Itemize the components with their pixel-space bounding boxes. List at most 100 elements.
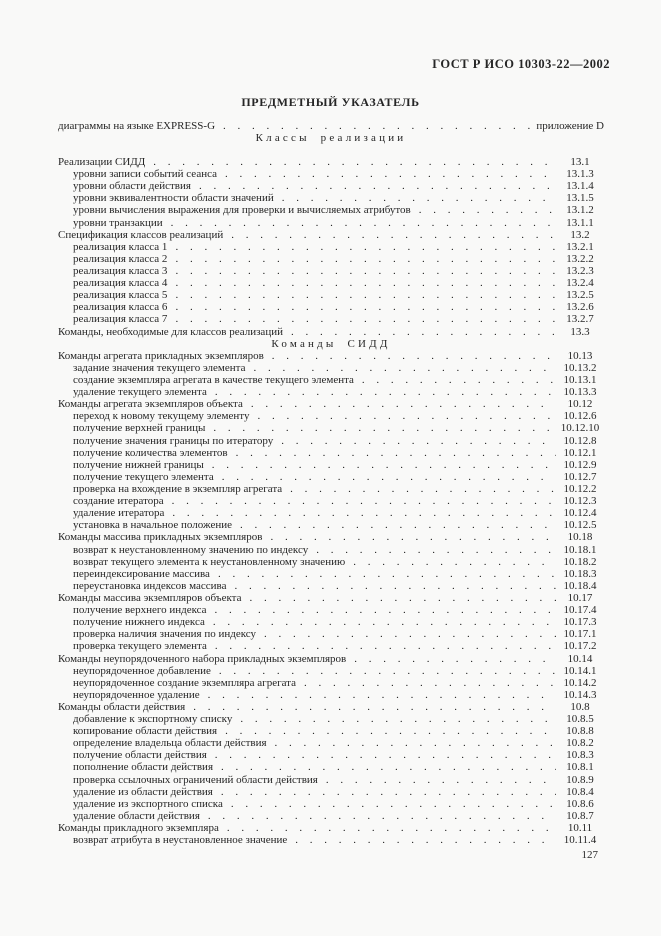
index-entry-label: Команды области действия: [58, 700, 186, 713]
index-entry: создание итератора . . . . . . . . . . .…: [58, 495, 604, 507]
index-entry: проверка ссылочных ограничений области д…: [58, 774, 604, 786]
dot-leader: . . . . . . . . . . . . . . . . . . . . …: [418, 204, 556, 217]
index-entry: создание экземпляра агрегата в качестве …: [58, 374, 604, 386]
index-spacer: [58, 144, 604, 156]
index-entry: реализация класса 2 . . . . . . . . . . …: [58, 253, 604, 265]
index-entry: установка в начальное положение . . . . …: [58, 519, 604, 531]
index-entry-label: получение нижней границы: [73, 458, 204, 471]
index-entry-label: Команды массива экземпляров объекта: [58, 591, 242, 604]
index-entry: удаление из экспортного списка . . . . .…: [58, 798, 604, 810]
index-entry: Команды области действия . . . . . . . .…: [58, 701, 604, 713]
index-entry-ref: 10.13.2: [563, 361, 597, 374]
dot-leader: . . . . . . . . . . . . . . . . . . . . …: [253, 361, 556, 374]
dot-leader: . . . . . . . . . . . . . . . . . . . . …: [257, 410, 556, 423]
dot-leader: . . . . . . . . . . . . . . . . . . . . …: [214, 386, 556, 399]
index-entry-ref: 10.12.10: [560, 422, 600, 435]
dot-leader: . . . . . . . . . . . . . . . . . . . . …: [211, 458, 556, 471]
index-entry: реализация класса 1 . . . . . . . . . . …: [58, 241, 604, 253]
dot-leader: . . . . . . . . . . . . . . . . . . . . …: [175, 265, 556, 277]
index-section-heading: Команды СИДД: [271, 337, 391, 350]
index-entry-label: уровни вычисления выражения для проверки…: [73, 204, 411, 217]
index-entry-label: диаграммы на языке EXPRESS-G: [58, 120, 216, 132]
index-entry-label: реализация класса 7: [73, 313, 168, 326]
index-entry: неупорядоченное создание экземпляра агре…: [58, 677, 604, 689]
index-entry-label: реализация класса 4: [73, 277, 168, 290]
index-entry: переустановка индексов массива . . . . .…: [58, 580, 604, 592]
index-entry: переиндексирование массива . . . . . . .…: [58, 568, 604, 580]
index-entry: получение количества элементов . . . . .…: [58, 447, 604, 459]
index-entry-label: создание итератора: [73, 495, 164, 508]
index-entry-ref: 10.8.6: [566, 797, 594, 810]
index-entry: неупорядоченное удаление . . . . . . . .…: [58, 689, 604, 701]
dot-leader: . . . . . . . . . . . . . . . . . . . . …: [235, 446, 556, 459]
index-entry-label: получение нижнего индекса: [73, 616, 205, 629]
index-entry-ref: 13.2.4: [566, 277, 594, 290]
index-entry-label: пополнение области действия: [73, 761, 214, 774]
index-entry-label: получение верхнего индекса: [73, 604, 207, 617]
dot-leader: . . . . . . . . . . . . . . . . . . . . …: [325, 773, 556, 786]
index-entry: Команды, необходимые для классов реализа…: [58, 326, 604, 338]
index-entry: получение значения границы по итератору …: [58, 435, 604, 447]
dot-leader: . . . . . . . . . . . . . . . . . . . . …: [207, 809, 556, 822]
index-entry-ref: 10.17.1: [563, 628, 597, 641]
dot-leader: . . . . . . . . . . . . . . . . . . . . …: [230, 797, 556, 810]
index-entry: проверка текущего элемента . . . . . . .…: [58, 640, 604, 652]
index-entry-ref: 10.13: [567, 349, 593, 362]
page-title: ПРЕДМЕТНЫЙ УКАЗАТЕЛЬ: [241, 95, 420, 109]
index-entry-ref: 13.1: [570, 156, 590, 169]
index-entry-label: удаление из экспортного списка: [73, 797, 223, 810]
index-entry-ref: 10.11.4: [563, 834, 597, 847]
index-entry-ref: 13.2.6: [566, 301, 594, 314]
index-entry-label: неупорядоченное создание экземпляра агре…: [73, 676, 297, 689]
index-entry-ref: 10.12.8: [563, 434, 597, 447]
index-entry: получение области действия . . . . . . .…: [58, 749, 604, 761]
index-entry: получение верхнего индекса . . . . . . .…: [58, 604, 604, 616]
index-entry-label: возврат атрибута в неустановленное значе…: [73, 834, 288, 847]
index-entry-ref: 13.1.3: [566, 168, 594, 181]
index-entry: Команды агрегата экземпляров объекта . .…: [58, 398, 604, 410]
dot-leader: . . . . . . . . . . . . . . . . . . . . …: [217, 567, 556, 580]
dot-leader: . . . . . . . . . . . . . . . . . . . . …: [240, 713, 556, 726]
index-entry-ref: 10.8.1: [566, 761, 594, 774]
index-entry-ref: 10.18.3: [563, 567, 597, 580]
index-entry-ref: 10.14.1: [563, 664, 597, 677]
index-entry-label: реализация класса 6: [73, 301, 168, 314]
dot-leader: . . . . . . . . . . . . . . . . . . . . …: [212, 616, 556, 629]
index-entry: Спецификация классов реализаций . . . . …: [58, 229, 604, 241]
index-entry-label: реализация класса 3: [73, 265, 168, 277]
dot-leader: . . . . . . . . . . . . . . . . . . . . …: [175, 252, 556, 265]
dot-leader: . . . . . . . . . . . . . . . . . . . . …: [281, 192, 556, 205]
dot-leader: . . . . . . . . . . . . . . . . . . . . …: [249, 591, 556, 604]
index-entry-label: переиндексирование массива: [73, 567, 210, 580]
dot-leader: . . . . . . . . . . . . . . . . . . . . …: [175, 313, 556, 326]
index-entry: уровни записи событий сеанса . . . . . .…: [58, 168, 604, 180]
dot-leader: . . . . . . . . . . . . . . . . . . . . …: [214, 604, 556, 617]
index-entry-ref: 13.2.5: [566, 289, 594, 302]
index-entry: задание значения текущего элемента . . .…: [58, 362, 604, 374]
index-entry-ref: 10.12.4: [563, 507, 597, 520]
dot-leader: . . . . . . . . . . . . . . . . . . . . …: [281, 434, 556, 447]
index-entry-label: уровни эквивалентности области значений: [73, 192, 274, 205]
index-entry-label: получение верхней границы: [73, 422, 206, 435]
index-entry: удаление области действия . . . . . . . …: [58, 810, 604, 822]
dot-leader: . . . . . . . . . . . . . . . . . . . . …: [221, 470, 556, 483]
dot-leader: . . . . . . . . . . . . . . . . . . . . …: [153, 156, 556, 169]
index-entry: проверка наличия значения по индексу . .…: [58, 628, 604, 640]
index-entry-label: проверка ссылочных ограничений области д…: [73, 773, 318, 786]
index-entry: реализация класса 3 . . . . . . . . . . …: [58, 265, 604, 277]
index-entry: пополнение области действия . . . . . . …: [58, 761, 604, 773]
index-entry-ref: 10.18.4: [563, 579, 597, 592]
index-entry: реализация класса 6 . . . . . . . . . . …: [58, 301, 604, 313]
index-entry-ref: 10.12.7: [563, 470, 597, 483]
index-entry-ref: 10.12.5: [563, 519, 597, 532]
dot-leader: . . . . . . . . . . . . . . . . . . . . …: [316, 543, 556, 556]
dot-leader: . . . . . . . . . . . . . . . . . . . . …: [170, 216, 556, 229]
index-entry-ref: 13.3: [570, 325, 590, 338]
index-entry: возврат атрибута в неустановленное значе…: [58, 834, 604, 846]
index-entry-ref: 10.12.9: [563, 458, 597, 471]
index-entry: Команды агрегата прикладных экземпляров …: [58, 350, 604, 362]
index-entry-label: удаление из области действия: [73, 785, 213, 798]
index-entry: реализация класса 7 . . . . . . . . . . …: [58, 313, 604, 325]
index-entry-ref: 13.1.2: [566, 204, 594, 217]
index-entry: удаление текущего элемента . . . . . . .…: [58, 386, 604, 398]
